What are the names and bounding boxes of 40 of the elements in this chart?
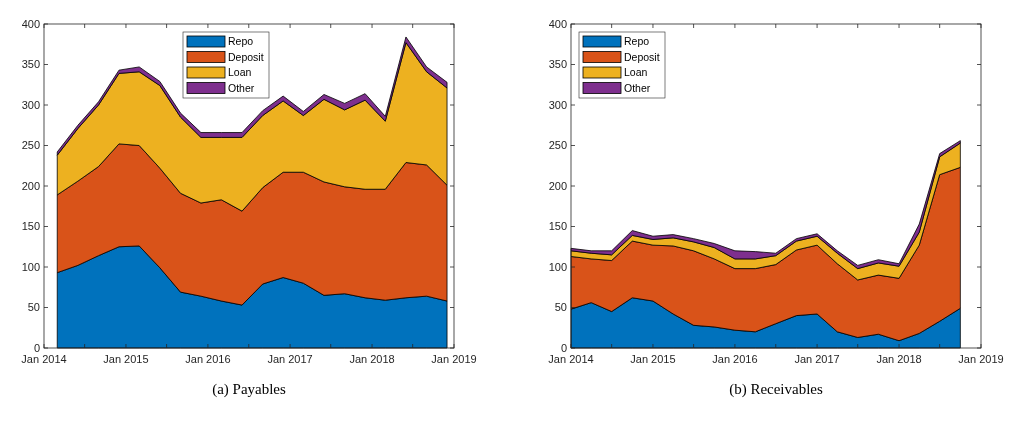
legend-label: Loan: [624, 66, 648, 79]
legend-label: Other: [228, 81, 255, 94]
y-tick-label: 300: [21, 98, 40, 111]
y-tick-label: 0: [560, 341, 567, 354]
y-tick-label: 50: [27, 301, 40, 314]
legend-label: Deposit: [624, 50, 660, 63]
y-tick-label: 200: [21, 179, 40, 192]
y-tick-label: 250: [21, 139, 40, 152]
x-tick-label: Jan 2016: [185, 353, 231, 365]
x-tick-label: Jan 2019: [958, 353, 1004, 365]
y-tick-label: 150: [548, 220, 567, 233]
x-tick-label: Jan 2019: [431, 353, 477, 365]
legend-label: Repo: [624, 35, 650, 48]
x-tick-label: Jan 2017: [794, 353, 840, 365]
x-tick-label: Jan 2016: [712, 353, 758, 365]
y-tick-label: 0: [33, 341, 40, 354]
y-tick-label: 350: [548, 58, 567, 71]
x-tick-label: Jan 2014: [21, 353, 67, 365]
legend-label: Other: [624, 81, 651, 94]
y-tick-label: 250: [548, 139, 567, 152]
text: (a) Payables: [212, 381, 287, 398]
x-tick-label: Jan 2017: [267, 353, 313, 365]
x-tick-label: Jan 2015: [630, 353, 676, 365]
y-tick-label: 350: [21, 58, 40, 71]
y-tick-label: 100: [21, 260, 40, 273]
x-tick-label: Jan 2014: [548, 353, 594, 365]
y-tick-label: 100: [548, 260, 567, 273]
x-tick-label: Jan 2015: [103, 353, 149, 365]
legend-label: Repo: [228, 35, 254, 48]
y-tick-label: 150: [21, 220, 40, 233]
y-tick-label: 400: [21, 17, 40, 30]
x-tick-label: Jan 2018: [349, 353, 395, 365]
legend-label: Loan: [228, 66, 252, 79]
y-tick-label: 50: [554, 301, 567, 314]
x-tick-label: Jan 2018: [876, 353, 922, 365]
y-tick-label: 200: [548, 179, 567, 192]
text: (b) Receivables: [729, 381, 824, 398]
y-tick-label: 400: [548, 17, 567, 30]
y-tick-label: 300: [548, 98, 567, 111]
legend-label: Deposit: [228, 50, 264, 63]
